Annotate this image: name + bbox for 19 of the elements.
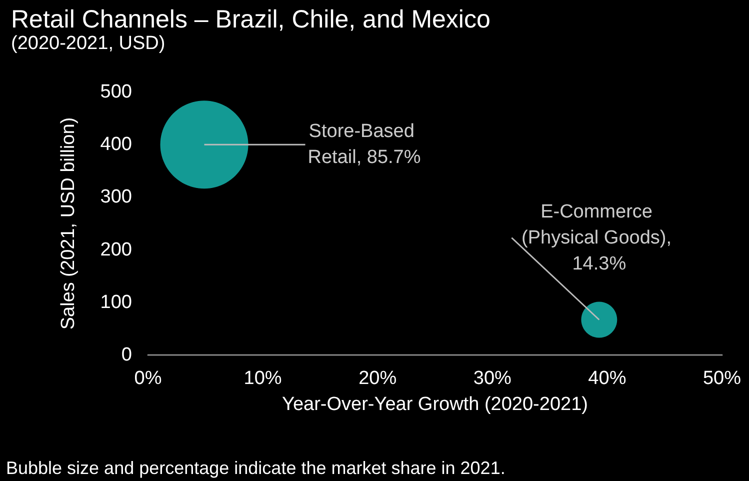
chart-title: Retail Channels – Brazil, Chile, and Mexico <box>11 6 490 34</box>
annotation: E-Commerce (Physical Goods), 14.3% <box>522 201 677 274</box>
y-tick-label: 400 <box>100 134 132 156</box>
y-axis-title: Sales (2021, USD billion) <box>58 117 79 330</box>
x-axis-title: Year-Over-Year Growth (2020-2021) <box>282 394 588 415</box>
text: Bubble size and percentage indicate the market share in 2021. <box>6 458 506 478</box>
y-tick-label: 200 <box>100 239 132 260</box>
x-tick-label: 30% <box>473 368 512 389</box>
y-tick-label: 500 <box>100 82 132 102</box>
annotation: Store-Based Retail, 85.7% <box>308 121 421 168</box>
y-tick-label: 100 <box>100 292 132 313</box>
chart-subtitle: (2020-2021, USD) <box>11 33 166 54</box>
y-tick-label: 300 <box>100 186 132 208</box>
y-tick-label: 0 <box>121 344 132 366</box>
x-tick-label: 0% <box>134 368 162 389</box>
x-tick-label: 20% <box>358 368 397 389</box>
x-tick-label: 10% <box>244 368 282 389</box>
x-tick-label: 50% <box>702 368 742 389</box>
x-tick-label: 40% <box>588 368 626 389</box>
